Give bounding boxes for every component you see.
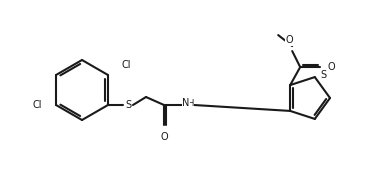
Text: O: O <box>285 35 293 45</box>
Text: S: S <box>321 70 327 80</box>
Text: Cl: Cl <box>32 100 42 110</box>
Text: Cl: Cl <box>122 60 131 70</box>
Text: O: O <box>160 132 168 142</box>
Text: N: N <box>182 98 190 108</box>
Text: S: S <box>125 100 131 110</box>
Text: O: O <box>327 62 335 72</box>
Text: H: H <box>187 99 193 108</box>
